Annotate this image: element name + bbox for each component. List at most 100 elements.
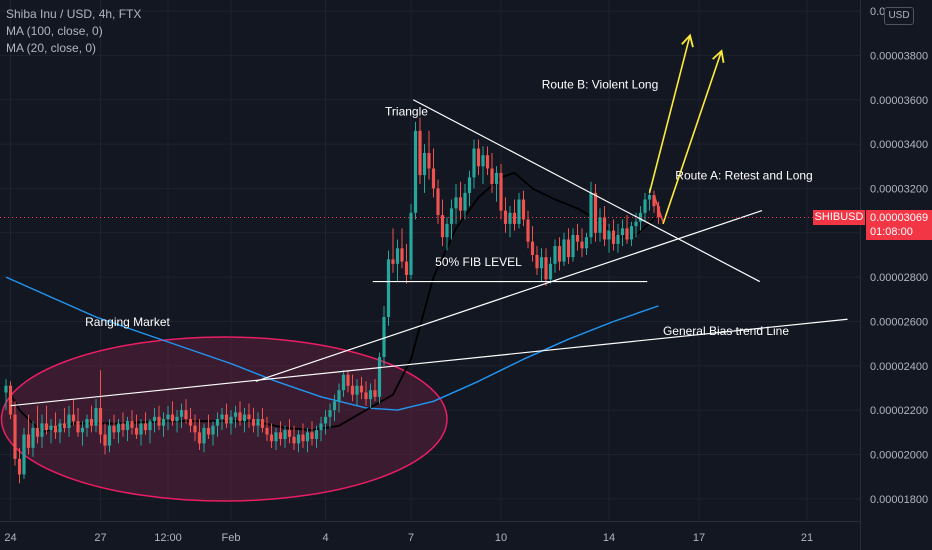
candle-body <box>242 414 247 422</box>
candle <box>512 199 517 231</box>
y-tick-label: 0.00002200 <box>870 405 928 417</box>
candle <box>148 419 152 444</box>
candle-body <box>44 423 49 431</box>
candle-body <box>566 239 571 258</box>
candle-body <box>485 155 490 169</box>
candle-body <box>391 259 395 264</box>
candle <box>598 208 602 242</box>
route-b-arrow-head <box>681 33 694 48</box>
x-tick-label: 17 <box>693 532 705 544</box>
candle-body <box>634 221 638 227</box>
candle-body <box>310 432 314 439</box>
candle-body <box>571 235 575 258</box>
bar-countdown: 01:08:00 <box>870 226 913 238</box>
candle-body <box>364 392 368 400</box>
candle <box>49 419 53 444</box>
candle <box>413 121 418 220</box>
y-tick-label: 0.00003600 <box>870 95 928 107</box>
candle-body <box>251 419 256 426</box>
candle <box>238 401 242 426</box>
candle-body <box>346 374 350 386</box>
ma100-legend[interactable]: MA (100, close, 0) <box>6 24 103 38</box>
candle-body <box>400 248 404 262</box>
candle-body <box>152 416 157 422</box>
candle <box>373 379 377 402</box>
route-a-arrow <box>662 50 723 225</box>
candle-body <box>35 427 40 437</box>
candle <box>458 181 463 220</box>
candle <box>490 152 494 193</box>
candle-body <box>206 427 211 435</box>
time-axis[interactable]: 24 27 12:00 Feb 4 7 10 14 17 21 <box>4 532 813 544</box>
candle-body <box>103 434 107 446</box>
ma20-legend[interactable]: MA (20, close, 0) <box>6 41 97 55</box>
candle-body <box>49 425 53 431</box>
candle <box>13 401 17 466</box>
candle <box>449 199 454 240</box>
candle-body <box>292 436 296 444</box>
candle <box>629 221 634 247</box>
candle <box>242 407 247 433</box>
candle-body <box>359 385 364 393</box>
ranging-market-ellipse <box>0 336 448 502</box>
candle <box>485 146 490 176</box>
candle-body <box>377 356 382 397</box>
candle-body <box>139 423 143 435</box>
candle <box>247 403 251 428</box>
currency-badge[interactable]: USD <box>884 7 914 25</box>
candle <box>544 248 548 286</box>
candle <box>188 407 193 433</box>
candle-body <box>107 425 112 446</box>
candle <box>580 228 584 258</box>
candle <box>508 206 512 238</box>
candle-body <box>143 423 148 431</box>
candle-body <box>467 177 472 193</box>
candle-body <box>332 401 337 411</box>
candle-body <box>76 421 80 433</box>
candle <box>170 401 175 426</box>
candle-body <box>503 210 508 224</box>
candle <box>643 192 647 222</box>
candle <box>436 179 440 224</box>
candle-body <box>652 195 656 207</box>
candle-body <box>134 427 139 435</box>
candle-body <box>188 419 193 426</box>
candle <box>107 419 112 453</box>
candle <box>256 412 260 437</box>
candle-body <box>323 416 328 424</box>
candle <box>139 419 143 446</box>
y-tick-label: 0.00002800 <box>870 272 928 284</box>
candle-body <box>314 430 319 439</box>
candle <box>584 232 589 255</box>
candle <box>499 164 503 220</box>
candle <box>89 405 94 433</box>
candle <box>535 246 539 275</box>
candle <box>260 407 265 433</box>
ma100-line <box>5 276 659 411</box>
candle <box>548 257 553 284</box>
candle <box>157 405 161 431</box>
candle-body <box>508 212 512 224</box>
candle <box>53 412 58 439</box>
candle <box>211 421 215 446</box>
candle-body <box>98 407 103 435</box>
candle <box>422 144 427 193</box>
candle-body <box>436 188 440 216</box>
candle-body <box>121 423 125 431</box>
candle-body <box>602 217 607 240</box>
candle <box>161 412 166 437</box>
candle <box>35 405 40 444</box>
candle-body <box>301 434 305 442</box>
candle <box>346 370 350 393</box>
candle-body <box>220 414 224 420</box>
candle-body <box>157 416 161 426</box>
candle <box>98 370 103 444</box>
candle <box>530 226 535 262</box>
candle <box>521 190 526 227</box>
candle <box>76 407 80 437</box>
candle <box>400 228 404 269</box>
candle-body <box>229 416 233 424</box>
candle <box>314 425 319 448</box>
symbol-title[interactable]: Shiba Inu / USD, 4h, FTX <box>6 7 142 21</box>
